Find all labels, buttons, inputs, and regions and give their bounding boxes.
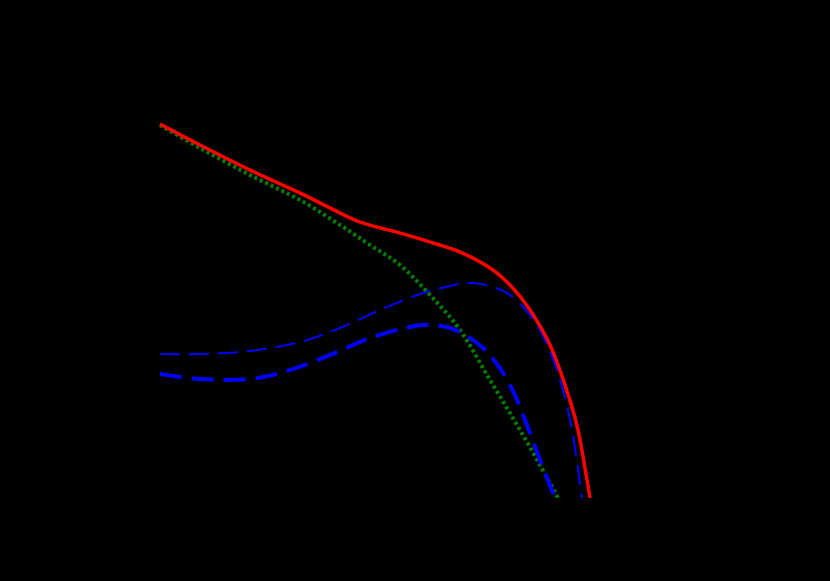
series-line-total <box>159 122 592 498</box>
series-line-dotted-green <box>159 123 560 498</box>
series-layer <box>159 122 592 498</box>
series-line-thick-dashed-blue <box>159 322 557 498</box>
series-line-thin-dashed-blue <box>159 281 583 498</box>
